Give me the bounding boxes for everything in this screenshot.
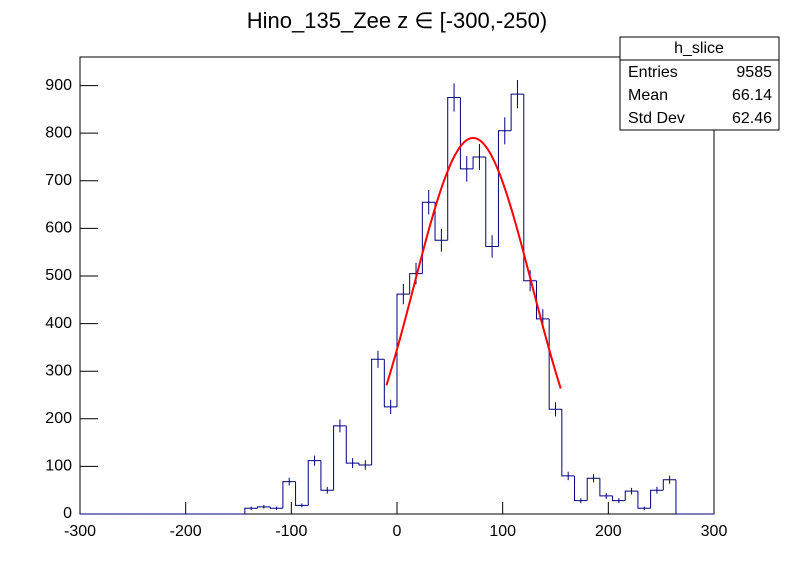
- x-tick-label: 200: [595, 523, 622, 540]
- histogram-bin: [295, 481, 309, 506]
- histogram-bin: [662, 479, 676, 491]
- histogram-bin: [497, 130, 512, 247]
- fit-curve: [385, 136, 562, 389]
- histogram-bin: [396, 293, 410, 407]
- histogram-bin: [472, 156, 486, 169]
- histogram-bin: [675, 479, 689, 515]
- y-tick-label: 100: [45, 458, 72, 475]
- x-tick-label: 300: [701, 523, 728, 540]
- histogram-bin: [358, 463, 372, 466]
- histogram-bin: [637, 491, 651, 509]
- histogram-bin: [586, 477, 600, 501]
- histogram-bin: [244, 507, 258, 514]
- histogram-bin: [307, 460, 321, 506]
- stats-value: 66.14: [732, 87, 772, 104]
- y-tick-label: 600: [45, 220, 72, 237]
- x-tick-label: 0: [393, 523, 402, 540]
- histogram-bin: [574, 475, 588, 502]
- histogram-bin: [535, 280, 550, 320]
- stats-label: Std Dev: [628, 110, 685, 127]
- histogram-bin: [561, 409, 575, 477]
- histogram-bin: [624, 490, 638, 501]
- y-tick-label: 200: [45, 410, 72, 427]
- stats-value: 9585: [736, 64, 772, 81]
- histogram-bin: [434, 202, 448, 241]
- stats-label: Entries: [628, 64, 678, 81]
- chart-title: Hino_135_Zee z ∈ [-300,-250): [247, 8, 547, 33]
- y-tick-label: 900: [45, 77, 72, 94]
- x-tick-label: 100: [489, 523, 516, 540]
- y-tick-label: 500: [45, 267, 72, 284]
- histogram-bin: [510, 93, 524, 131]
- stats-border: [619, 36, 780, 131]
- histogram-bin: [383, 359, 397, 408]
- histogram-bin: [459, 97, 474, 170]
- histogram-bin: [345, 425, 359, 464]
- stats-value: 62.46: [732, 110, 772, 127]
- y-tick-label: 300: [45, 362, 72, 379]
- stats-label: Mean: [628, 87, 668, 104]
- y-tick-label: 700: [45, 172, 72, 189]
- stats-box: h_slice Entries 9585 Mean 66.14 Std Dev …: [619, 36, 780, 131]
- x-tick-label: -300: [64, 523, 96, 540]
- histogram-bin: [485, 156, 499, 247]
- histogram-bin: [523, 94, 537, 282]
- x-tick-label: -200: [170, 523, 202, 540]
- x-tick-label: -100: [275, 523, 307, 540]
- histogram-bin: [371, 358, 385, 465]
- histogram-bin: [269, 506, 283, 509]
- y-tick-label: 800: [45, 124, 72, 141]
- y-tick-label: 0: [63, 505, 72, 522]
- histogram-bin: [320, 460, 334, 491]
- histogram-bin: [599, 478, 613, 497]
- histogram-bin: [612, 495, 626, 502]
- histogram-bin: [257, 506, 271, 509]
- y-tick-label: 400: [45, 315, 72, 332]
- histogram-bin: [447, 96, 461, 241]
- histogram-bin: [282, 481, 296, 509]
- histogram-bin: [333, 425, 347, 491]
- histogram-bin: [650, 489, 664, 509]
- stats-title: h_slice: [674, 40, 724, 57]
